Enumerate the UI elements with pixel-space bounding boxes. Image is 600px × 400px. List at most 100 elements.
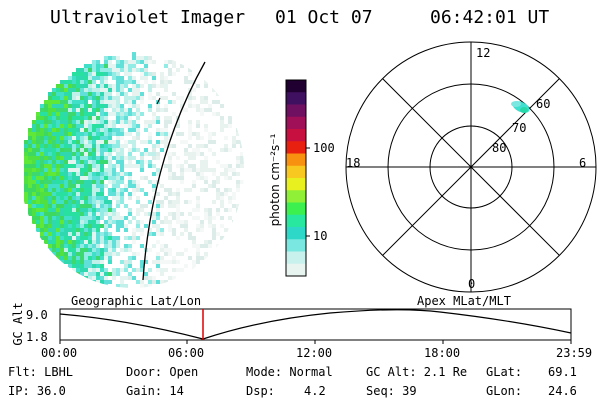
earth-pixel <box>188 136 192 140</box>
earth-pixel <box>84 116 88 120</box>
colorbar-swatch <box>286 190 306 203</box>
earth-pixel <box>52 204 56 208</box>
earth-pixel <box>68 196 72 200</box>
earth-pixel <box>44 136 48 140</box>
earth-pixel <box>204 164 208 168</box>
earth-pixel <box>84 148 88 152</box>
earth-pixel <box>188 164 192 168</box>
earth-pixel <box>200 168 204 172</box>
earth-pixel <box>32 196 36 200</box>
info-filter: Flt: LBHL <box>8 365 74 379</box>
earth-pixel <box>60 96 64 100</box>
earth-pixel <box>112 68 116 72</box>
earth-pixel <box>120 164 124 168</box>
earth-pixel <box>124 68 128 72</box>
earth-pixel <box>52 180 56 184</box>
info-glat-value: 69.1 <box>548 365 577 379</box>
earth-pixel <box>216 232 220 236</box>
earth-pixel <box>172 172 176 176</box>
earth-pixel <box>92 180 96 184</box>
earth-pixel <box>68 244 72 248</box>
earth-pixel <box>36 152 40 156</box>
earth-pixel <box>76 108 80 112</box>
earth-pixel <box>68 84 72 88</box>
earth-pixel <box>40 204 44 208</box>
earth-pixel <box>116 236 120 240</box>
earth-pixel <box>72 132 76 136</box>
earth-pixel <box>64 236 68 240</box>
earth-pixel <box>164 116 168 120</box>
earth-pixel <box>120 276 124 280</box>
earth-pixel <box>64 136 68 140</box>
earth-pixel <box>140 164 144 168</box>
earth-pixel <box>156 168 160 172</box>
earth-pixel <box>132 96 136 100</box>
earth-pixel <box>80 156 84 160</box>
earth-pixel <box>64 168 68 172</box>
earth-pixel <box>56 216 60 220</box>
earth-pixel <box>212 152 216 156</box>
earth-pixel <box>36 116 40 120</box>
earth-pixel <box>48 184 52 188</box>
earth-pixel <box>216 192 220 196</box>
earth-pixel <box>164 80 168 84</box>
earth-pixel <box>76 224 80 228</box>
earth-pixel <box>148 276 152 280</box>
earth-pixel <box>112 192 116 196</box>
earth-pixel <box>92 236 96 240</box>
earth-pixel <box>48 92 52 96</box>
earth-pixel <box>200 256 204 260</box>
earth-pixel <box>64 104 68 108</box>
earth-pixel <box>92 88 96 92</box>
earth-pixel <box>88 244 92 248</box>
earth-pixel <box>72 248 76 252</box>
earth-pixel <box>92 76 96 80</box>
earth-pixel <box>48 136 52 140</box>
earth-pixel <box>152 112 156 116</box>
earth-pixel <box>132 180 136 184</box>
earth-pixel <box>128 116 132 120</box>
earth-pixel <box>136 132 140 136</box>
earth-pixel <box>84 220 88 224</box>
earth-pixel <box>88 200 92 204</box>
earth-pixel <box>92 60 96 64</box>
earth-pixel <box>24 168 28 172</box>
earth-pixel <box>96 240 100 244</box>
earth-pixel <box>132 76 136 80</box>
earth-pixel <box>156 104 160 108</box>
earth-pixel <box>112 56 116 60</box>
earth-pixel <box>184 168 188 172</box>
earth-pixel <box>116 172 120 176</box>
earth-pixel <box>140 84 144 88</box>
earth-pixel <box>152 180 156 184</box>
earth-pixel <box>224 124 228 128</box>
earth-pixel <box>60 196 64 200</box>
earth-pixel <box>84 216 88 220</box>
earth-pixel <box>136 208 140 212</box>
earth-pixel <box>96 120 100 124</box>
earth-pixel <box>92 132 96 136</box>
earth-pixel <box>68 240 72 244</box>
earth-pixel <box>96 100 100 104</box>
earth-pixel <box>160 140 164 144</box>
earth-pixel <box>92 196 96 200</box>
earth-pixel <box>128 160 132 164</box>
earth-pixel <box>168 204 172 208</box>
earth-pixel <box>124 124 128 128</box>
earth-pixel <box>124 236 128 240</box>
earth-pixel <box>136 160 140 164</box>
earth-pixel <box>64 92 68 96</box>
earth-pixel <box>64 240 68 244</box>
earth-pixel <box>128 180 132 184</box>
earth-pixel <box>88 188 92 192</box>
earth-pixel <box>92 120 96 124</box>
earth-pixel <box>136 128 140 132</box>
earth-pixel <box>32 152 36 156</box>
mlt-label-12: 12 <box>476 46 491 60</box>
info-glon-value: 24.6 <box>548 384 577 398</box>
earth-pixel <box>108 88 112 92</box>
earth-pixel <box>120 124 124 128</box>
earth-pixel <box>100 140 104 144</box>
earth-pixel <box>40 176 44 180</box>
earth-pixel <box>172 276 176 280</box>
